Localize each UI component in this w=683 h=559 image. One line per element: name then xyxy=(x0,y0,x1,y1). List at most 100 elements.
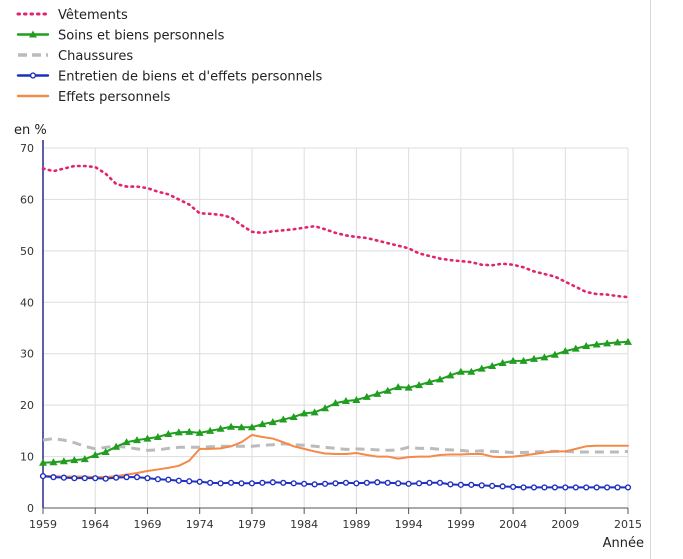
y-tick-label: 70 xyxy=(20,142,34,155)
data-point xyxy=(143,434,152,442)
data-point xyxy=(405,480,412,487)
series-4 xyxy=(42,433,629,479)
data-point xyxy=(81,475,88,482)
data-point xyxy=(216,424,225,432)
data-point xyxy=(123,474,130,481)
legend-label: Chaussures xyxy=(58,49,133,64)
series-0 xyxy=(41,164,630,299)
data-point xyxy=(530,484,538,491)
data-point xyxy=(604,484,611,491)
data-point xyxy=(624,484,632,491)
data-point xyxy=(562,484,569,491)
data-point xyxy=(624,337,632,345)
data-point xyxy=(206,426,215,434)
data-point xyxy=(154,476,162,483)
x-tick-label: 1964 xyxy=(81,518,109,531)
data-point xyxy=(153,433,162,441)
data-point xyxy=(456,367,465,375)
x-tick-label: 1969 xyxy=(133,518,161,531)
data-point xyxy=(477,364,486,372)
y-tick-label: 10 xyxy=(20,451,34,464)
chart-frame: 0 10 20 30 40 50 60 70 1959 1964 1969 1974 1979 1984 1… xyxy=(14,0,651,559)
legend: Vêtements Soins et biens personnels Chauss… xyxy=(16,8,322,105)
data-point xyxy=(71,475,78,482)
data-point xyxy=(164,429,173,437)
data-point xyxy=(613,338,622,346)
data-point xyxy=(195,428,204,436)
y-tick-label: 30 xyxy=(20,348,34,361)
data-point xyxy=(404,383,413,391)
data-point xyxy=(196,478,203,485)
legend-label: Entretien de biens et d'effets personnel… xyxy=(58,70,322,85)
legend-label: Effets personnels xyxy=(58,90,171,105)
data-point xyxy=(342,479,350,486)
data-point xyxy=(341,397,350,405)
x-tick-label: 2009 xyxy=(551,518,579,531)
data-point xyxy=(352,396,361,403)
y-axis-title: en % xyxy=(14,123,47,138)
y-tick-label: 40 xyxy=(20,296,34,309)
data-point xyxy=(248,480,256,487)
data-point xyxy=(447,481,454,488)
data-point xyxy=(207,479,214,486)
data-point xyxy=(102,475,109,482)
data-point xyxy=(70,456,79,464)
data-point xyxy=(435,375,444,383)
x-tick-label: 2015 xyxy=(614,518,642,531)
series-line xyxy=(41,164,630,299)
data-point xyxy=(144,475,151,482)
series-line xyxy=(42,433,629,479)
data-point xyxy=(489,482,496,489)
data-point xyxy=(321,480,329,487)
data-point xyxy=(49,458,58,466)
data-point xyxy=(571,344,580,352)
data-point xyxy=(247,423,256,431)
data-point xyxy=(373,389,382,397)
data-point xyxy=(133,436,142,444)
data-point xyxy=(395,480,402,487)
data-point xyxy=(582,342,591,349)
data-point xyxy=(353,480,360,487)
legend-marker xyxy=(29,72,37,79)
data-point xyxy=(269,479,276,486)
data-point xyxy=(175,477,182,484)
data-point xyxy=(519,356,528,364)
data-point xyxy=(279,415,288,423)
data-point xyxy=(592,340,601,348)
data-point xyxy=(50,474,57,481)
data-point xyxy=(583,484,590,491)
legend-label: Vêtements xyxy=(58,8,128,23)
data-point xyxy=(174,428,183,436)
data-point xyxy=(488,362,497,370)
data-point xyxy=(446,371,455,379)
data-point xyxy=(122,438,131,446)
data-point xyxy=(113,474,120,481)
data-point xyxy=(425,378,434,385)
data-point xyxy=(39,473,47,480)
data-point xyxy=(520,484,527,491)
data-point xyxy=(311,481,318,488)
y-tick-label: 20 xyxy=(20,399,34,412)
axes xyxy=(42,140,628,509)
data-point xyxy=(259,479,266,486)
data-point xyxy=(478,482,485,489)
data-point xyxy=(290,480,297,487)
data-point xyxy=(238,480,245,487)
y-tick-label: 60 xyxy=(20,193,34,206)
data-point xyxy=(310,408,319,416)
data-point xyxy=(185,427,194,435)
x-tick-label: 1999 xyxy=(447,518,475,531)
x-tick-label: 1979 xyxy=(238,518,266,531)
data-point xyxy=(165,476,172,483)
data-point xyxy=(321,404,330,412)
y-tick-label: 50 xyxy=(20,245,34,258)
data-point xyxy=(572,484,579,491)
data-point xyxy=(362,392,371,400)
data-point xyxy=(529,354,538,362)
data-point xyxy=(80,455,89,463)
data-point xyxy=(499,483,506,490)
legend-marker xyxy=(29,30,37,38)
data-point xyxy=(186,478,193,485)
data-point xyxy=(394,383,403,391)
data-point xyxy=(509,483,517,491)
